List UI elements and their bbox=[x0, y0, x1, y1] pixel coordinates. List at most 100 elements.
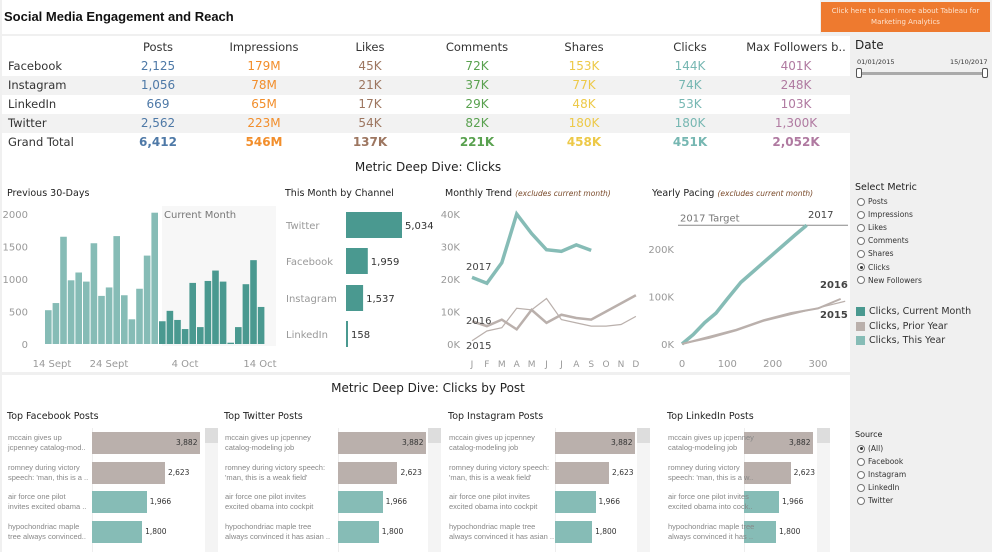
day-bar[interactable] bbox=[75, 272, 82, 345]
post-label[interactable]: mccain gives up jcpenney catalog-modeling… bbox=[668, 433, 754, 453]
radio-button[interactable] bbox=[857, 483, 865, 492]
day-bar[interactable] bbox=[174, 319, 181, 344]
series-line-2017[interactable] bbox=[471, 210, 592, 286]
radio-button[interactable] bbox=[857, 263, 865, 271]
scrollbar[interactable] bbox=[428, 428, 441, 552]
day-bar[interactable] bbox=[60, 236, 67, 344]
series-line-2016[interactable] bbox=[471, 294, 637, 332]
day-bar[interactable] bbox=[166, 310, 174, 344]
day-bar[interactable] bbox=[105, 287, 113, 344]
day-bar[interactable] bbox=[128, 319, 136, 344]
source-radio-option[interactable]: Instagram bbox=[857, 470, 906, 479]
pacing-line-2015[interactable] bbox=[681, 300, 846, 345]
post-label[interactable]: hypochondriac maple tree always convinced… bbox=[225, 522, 330, 542]
post-label[interactable]: air force one pilot invites excited obama… bbox=[8, 492, 86, 512]
day-bar[interactable] bbox=[121, 295, 128, 344]
day-bar[interactable] bbox=[219, 281, 227, 344]
radio-button[interactable] bbox=[857, 236, 865, 245]
post-bar[interactable] bbox=[744, 520, 776, 543]
series-line-2015[interactable] bbox=[471, 297, 637, 342]
day-bar[interactable] bbox=[204, 280, 212, 344]
day-bar[interactable] bbox=[98, 295, 105, 344]
day-bar[interactable] bbox=[45, 310, 52, 344]
day-bar[interactable] bbox=[227, 342, 234, 344]
legend-item[interactable]: Clicks, This Year bbox=[856, 335, 945, 346]
post-label[interactable]: mccain gives up jcpenney catalog-modeling… bbox=[449, 433, 535, 453]
column-header[interactable]: Posts bbox=[142, 40, 174, 54]
post-label[interactable]: mccain gives up jcpenney catalog-mod.. bbox=[8, 433, 86, 453]
post-label[interactable]: romney during victory speech:'man, this … bbox=[225, 463, 325, 483]
metric-radio-option[interactable]: New Followers bbox=[857, 276, 922, 285]
day-bar[interactable] bbox=[90, 243, 98, 344]
scrollbar-thumb[interactable] bbox=[637, 428, 650, 443]
post-bar[interactable] bbox=[338, 520, 379, 543]
day-bar[interactable] bbox=[250, 260, 257, 344]
post-bar[interactable] bbox=[92, 432, 200, 454]
radio-button[interactable] bbox=[857, 249, 865, 258]
column-header[interactable]: Comments bbox=[445, 40, 509, 54]
radio-button[interactable] bbox=[857, 470, 865, 479]
post-label[interactable]: hypochondriac maple tree always convinced… bbox=[668, 522, 754, 542]
day-bar[interactable] bbox=[257, 306, 265, 344]
post-bar[interactable] bbox=[555, 491, 596, 513]
day-bar[interactable] bbox=[83, 281, 90, 344]
day-bar[interactable] bbox=[52, 303, 60, 344]
day-bar[interactable] bbox=[212, 270, 219, 344]
post-bar[interactable] bbox=[338, 432, 426, 454]
column-header[interactable]: Clicks bbox=[673, 40, 707, 54]
post-bar[interactable] bbox=[338, 461, 398, 484]
post-bar[interactable] bbox=[744, 432, 813, 454]
source-radio-option[interactable]: LinkedIn bbox=[857, 483, 899, 492]
post-bar[interactable] bbox=[92, 520, 143, 543]
channel-bar[interactable] bbox=[346, 321, 348, 347]
post-bar[interactable] bbox=[338, 491, 383, 513]
post-bar[interactable] bbox=[92, 491, 147, 513]
post-label[interactable]: air force one pilot invites excited obama… bbox=[225, 492, 313, 512]
day-bar[interactable] bbox=[181, 329, 189, 344]
day-bar[interactable] bbox=[67, 280, 75, 344]
post-label[interactable]: air force one pilot invites excited obama… bbox=[668, 492, 753, 512]
day-bar[interactable] bbox=[235, 327, 242, 344]
metric-radio-option[interactable]: Posts bbox=[857, 197, 888, 206]
radio-button[interactable] bbox=[857, 197, 865, 206]
column-header[interactable]: Likes bbox=[355, 40, 385, 54]
legend-item[interactable]: Clicks, Current Month bbox=[856, 306, 971, 317]
post-label[interactable]: romney during victory speech:'man, this … bbox=[449, 463, 549, 483]
day-bar[interactable] bbox=[159, 321, 166, 344]
post-bar[interactable] bbox=[744, 491, 779, 513]
scrollbar[interactable] bbox=[817, 428, 830, 552]
date-slider-end-handle[interactable] bbox=[982, 68, 988, 78]
promo-button[interactable]: Click here to learn more about Tableau f… bbox=[821, 2, 990, 32]
metric-radio-option[interactable]: Shares bbox=[857, 249, 894, 258]
day-bar[interactable] bbox=[136, 288, 143, 344]
metric-radio-option[interactable]: Impressions bbox=[857, 210, 913, 219]
day-bar[interactable] bbox=[151, 212, 158, 344]
scrollbar[interactable] bbox=[205, 428, 218, 552]
source-radio-option[interactable]: Twitter bbox=[857, 496, 893, 505]
post-label[interactable]: mccain gives up jcpenney catalog-modeling… bbox=[225, 433, 311, 453]
day-bar[interactable] bbox=[242, 284, 250, 344]
metric-radio-option[interactable]: Comments bbox=[857, 236, 909, 245]
column-header[interactable]: Max Followers b.. bbox=[746, 40, 846, 54]
channel-bar[interactable] bbox=[346, 248, 368, 274]
day-bar[interactable] bbox=[197, 327, 204, 344]
pacing-line-2017[interactable] bbox=[680, 223, 808, 346]
radio-button[interactable] bbox=[857, 496, 865, 505]
date-slider-start-handle[interactable] bbox=[856, 68, 862, 78]
metric-radio-option[interactable]: Clicks bbox=[857, 263, 890, 272]
day-bar[interactable] bbox=[143, 255, 151, 344]
radio-button[interactable] bbox=[857, 276, 865, 285]
source-radio-option[interactable]: (All) bbox=[857, 444, 883, 453]
channel-bar[interactable] bbox=[346, 212, 402, 238]
scrollbar-thumb[interactable] bbox=[817, 428, 830, 443]
metric-radio-option[interactable]: Likes bbox=[857, 223, 887, 232]
date-slider-track[interactable] bbox=[860, 72, 984, 75]
post-bar[interactable] bbox=[555, 432, 635, 454]
radio-button[interactable] bbox=[857, 223, 865, 232]
channel-bar[interactable] bbox=[346, 285, 364, 311]
radio-button[interactable] bbox=[857, 210, 865, 219]
day-bar[interactable] bbox=[189, 282, 196, 344]
radio-button[interactable] bbox=[857, 444, 865, 453]
post-bar[interactable] bbox=[555, 461, 610, 484]
column-header[interactable]: Impressions bbox=[229, 40, 299, 54]
